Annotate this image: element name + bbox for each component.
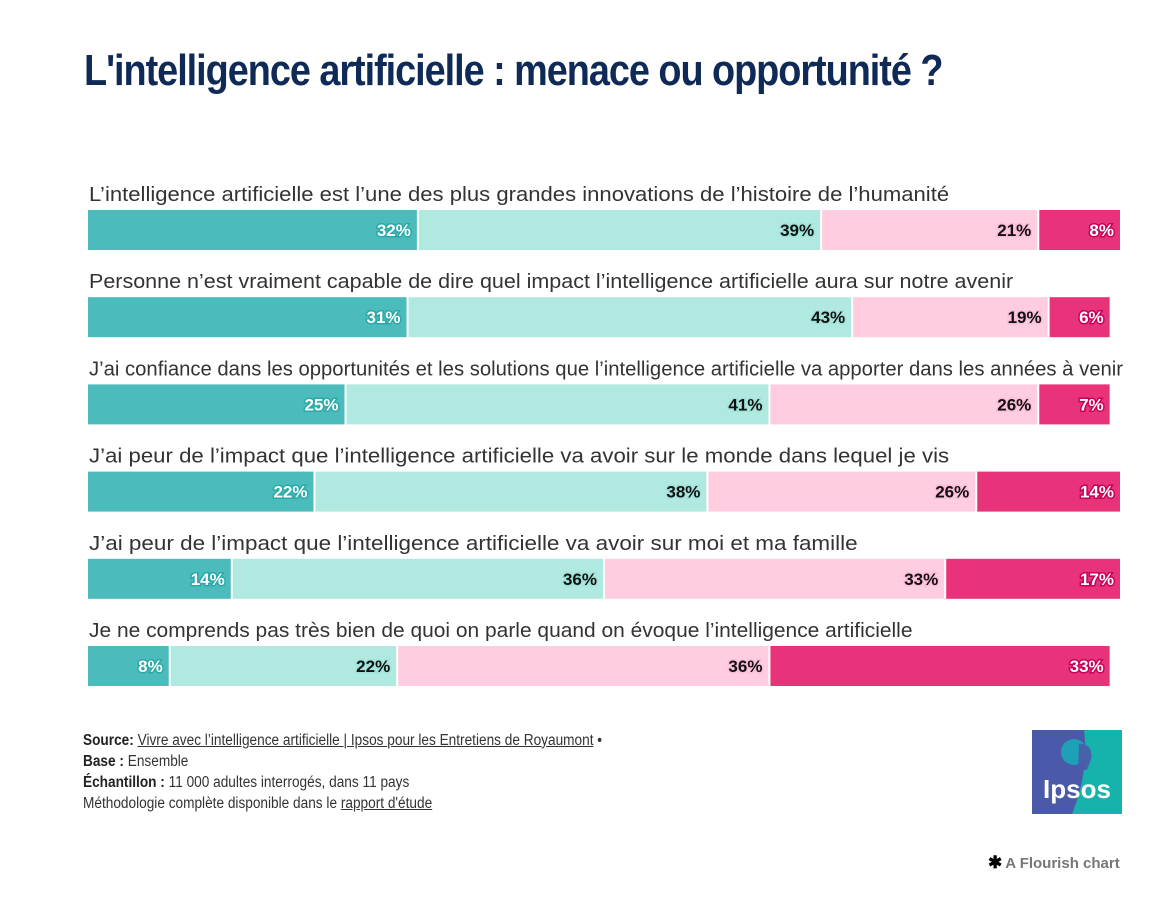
logo-face-icon [1078, 743, 1092, 770]
flourish-credit[interactable]: ✱ A Flourish chart [988, 853, 1120, 873]
bar-segment[interactable] [1039, 384, 1110, 425]
value-label: 6% [1079, 308, 1104, 327]
bar-segment[interactable] [418, 210, 821, 250]
sample-line: Échantillon : 11 000 adultes interrogés,… [83, 772, 602, 793]
chart-footer: Source: Vivre avec l’intelligence artifi… [83, 730, 602, 814]
asterisk-icon: ✱ [988, 853, 1003, 872]
bar-segment[interactable] [1039, 210, 1120, 250]
report-link[interactable]: rapport d'étude [340, 795, 433, 812]
base-line: Base : Ensemble [83, 751, 602, 772]
bar-segment[interactable] [853, 297, 1048, 338]
value-label: 17% [1080, 570, 1114, 589]
value-label: 31% [367, 308, 401, 327]
chart-row: J’ai peur de l’impact que l’intelligence… [88, 533, 1120, 599]
value-label: 38% [666, 483, 700, 502]
sample-value: 11 000 adultes interrogés, dans 11 pays [164, 774, 410, 791]
credit-text: A Flourish chart [1005, 855, 1120, 872]
source-label: Source: [83, 732, 134, 749]
ipsos-logo[interactable]: Ipsos [1032, 730, 1122, 814]
stacked-bar-chart: L’intelligence artificielle est l’une de… [88, 184, 1123, 686]
bar-segment[interactable] [88, 558, 231, 599]
bar-segment[interactable] [315, 471, 707, 512]
bar-segment[interactable] [88, 646, 169, 686]
bar-segment[interactable] [88, 210, 417, 250]
value-label: 39% [780, 221, 814, 240]
bar-segment[interactable] [977, 471, 1120, 512]
sample-label: Échantillon : [83, 774, 165, 791]
base-value: Ensemble [123, 753, 189, 770]
bar-segment[interactable] [88, 471, 314, 512]
bar-segment[interactable] [408, 297, 852, 338]
value-label: 22% [273, 483, 307, 502]
category-label: Personne n’est vraiment capable de dire … [89, 271, 1014, 293]
value-label: 7% [1079, 395, 1104, 414]
bar-segment[interactable] [232, 558, 603, 599]
category-label: J’ai peur de l’impact que l’intelligence… [89, 533, 858, 555]
value-label: 14% [191, 570, 225, 589]
category-label: L’intelligence artificielle est l’une de… [89, 184, 949, 206]
category-label: Je ne comprends pas très bien de quoi on… [89, 620, 912, 642]
source-separator: • [593, 732, 603, 749]
category-label: J’ai peur de l’impact que l’intelligence… [89, 446, 949, 468]
chart-title: L'intelligence artificielle : menace ou … [84, 46, 943, 95]
logo-text: Ipsos [1043, 774, 1111, 804]
bar-segment[interactable] [708, 471, 976, 512]
category-label: J’ai confiance dans les opportunités et … [89, 358, 1123, 380]
bar-segment[interactable] [346, 384, 769, 425]
base-label: Base : [83, 753, 124, 770]
bar-segment[interactable] [770, 384, 1038, 425]
value-label: 36% [728, 657, 762, 676]
value-label: 8% [138, 657, 163, 676]
chart-row: J’ai peur de l’impact que l’intelligence… [88, 446, 1120, 512]
chart-row: L’intelligence artificielle est l’une de… [88, 184, 1120, 250]
bar-segment[interactable] [1049, 297, 1110, 338]
bar-segment[interactable] [88, 384, 345, 425]
value-label: 25% [304, 395, 338, 414]
chart-row: Je ne comprends pas très bien de quoi on… [88, 620, 1110, 686]
methodology-text: Méthodologie complète disponible dans le [83, 795, 341, 812]
value-label: 26% [935, 483, 969, 502]
value-label: 33% [1070, 657, 1104, 676]
value-label: 36% [563, 570, 597, 589]
chart-row: Personne n’est vraiment capable de dire … [88, 271, 1110, 338]
bar-segment[interactable] [770, 646, 1110, 686]
value-label: 41% [728, 395, 762, 414]
bar-segment[interactable] [398, 646, 769, 686]
bar-segment[interactable] [822, 210, 1038, 250]
value-label: 8% [1089, 221, 1114, 240]
bar-segment[interactable] [605, 558, 945, 599]
value-label: 26% [997, 395, 1031, 414]
value-label: 32% [377, 221, 411, 240]
bar-segment[interactable] [170, 646, 397, 686]
bar-segment[interactable] [946, 558, 1120, 599]
methodology-line: Méthodologie complète disponible dans le… [83, 793, 602, 814]
value-label: 33% [904, 570, 938, 589]
logo-teal-wave [1072, 730, 1122, 814]
source-link[interactable]: Vivre avec l’intelligence artificielle |… [137, 732, 594, 749]
value-label: 22% [356, 657, 390, 676]
source-line: Source: Vivre avec l’intelligence artifi… [83, 730, 602, 751]
value-label: 21% [997, 221, 1031, 240]
bar-segment[interactable] [88, 297, 407, 338]
value-label: 43% [811, 308, 845, 327]
value-label: 14% [1080, 483, 1114, 502]
chart-row: J’ai confiance dans les opportunités et … [88, 358, 1123, 425]
value-label: 19% [1008, 308, 1042, 327]
